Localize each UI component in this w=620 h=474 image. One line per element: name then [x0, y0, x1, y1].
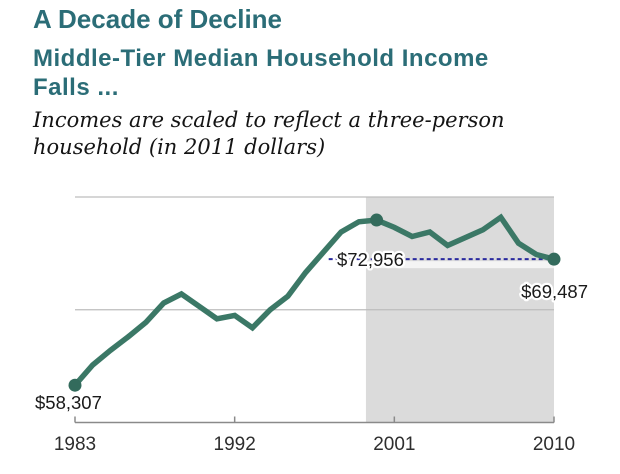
chart-subtitle-line2: Falls ... [33, 74, 119, 101]
x-tick-label-2001: 2001 [373, 434, 415, 455]
value-label-1983: $58,307 [35, 392, 102, 413]
data-point-2010 [547, 252, 561, 266]
x-tick-label-2010: 2010 [533, 434, 575, 455]
data-point-1983 [68, 378, 82, 392]
income-line [72, 213, 557, 388]
data-point-2000 [370, 213, 384, 227]
income-line-chart: 1983 1992 2001 2010 $58,307 $72,956 $69,487 [33, 196, 590, 455]
value-label-2010: $69,487 [521, 281, 588, 302]
chart-title: A Decade of Decline [33, 4, 283, 34]
x-tick-label-1992: 1992 [214, 434, 256, 455]
chart-note-line1: Incomes are scaled to reflect a three-pe… [33, 108, 505, 132]
reference-line-halo [331, 261, 566, 269]
chart-note: Incomes are scaled to reflect a three-pe… [33, 107, 505, 161]
chart-subtitle: Middle-Tier Median Household Income Falls… [33, 44, 489, 102]
value-label-2000: $72,956 [337, 249, 404, 270]
chart-subtitle-line1: Middle-Tier Median Household Income [33, 45, 489, 72]
chart-note-line2: household (in 2011 dollars) [33, 135, 326, 159]
x-tick-label-1983: 1983 [54, 434, 96, 455]
